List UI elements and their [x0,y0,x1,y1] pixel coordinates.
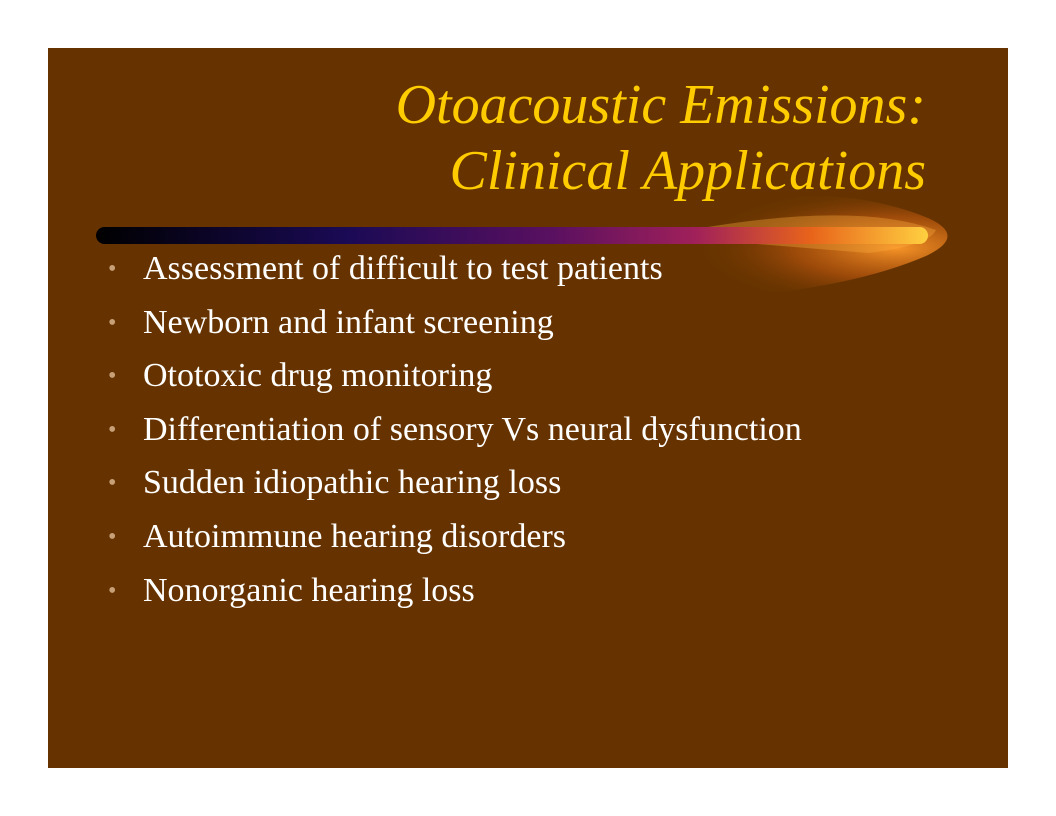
bullet-icon: • [108,256,117,282]
bullet-icon: • [108,577,117,604]
bullet-text: Sudden idiopathic hearing loss [143,464,562,502]
bullet-item: • Nonorganic hearing loss [108,570,802,624]
bullet-item: • Autoimmune hearing disorders [108,516,802,570]
bullet-text: Autoimmune hearing disorders [143,517,567,555]
slide: Otoacoustic Emissions: Clinical Applicat… [48,48,1008,768]
bullet-item: • Sudden idiopathic hearing loss [108,462,802,516]
bullet-item: • Assessment of difficult to test patient… [108,248,802,302]
bullet-text: Assessment of difficult to test patients [143,250,663,287]
bullet-item: • Differentiation of sensory Vs neural dy… [108,409,802,463]
bullet-text: Nonorganic hearing loss [143,571,475,609]
slide-title: Otoacoustic Emissions: Clinical Applicat… [396,72,926,204]
bullet-list: • Assessment of difficult to test patient… [108,248,802,623]
bullet-text: Differentiation of sensory Vs neural dys… [143,410,802,448]
bullet-icon: • [108,470,117,497]
comet-swoosh-divider [96,195,948,300]
title-line-1: Otoacoustic Emissions: [395,74,926,136]
title-line-2: Clinical Applications [449,140,926,202]
bullet-icon: • [108,309,117,336]
bullet-icon: • [108,416,117,443]
bullet-icon: • [108,363,117,390]
bullet-item: • Newborn and infant screening [108,302,802,356]
bullet-text: Newborn and infant screening [143,303,554,341]
bullet-text: Ototoxic drug monitoring [143,357,493,395]
bullet-icon: • [108,523,117,550]
bullet-item: • Ototoxic drug monitoring [108,355,802,409]
